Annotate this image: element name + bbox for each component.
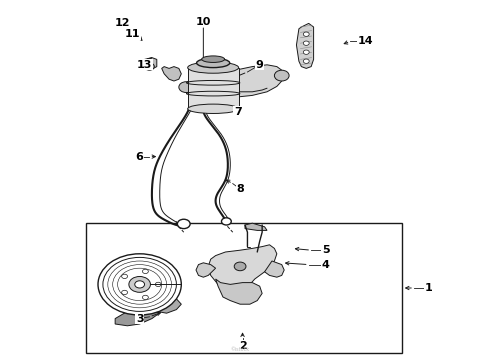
Text: 1: 1 (425, 283, 433, 293)
Circle shape (135, 281, 145, 288)
Polygon shape (196, 263, 216, 277)
Circle shape (221, 218, 231, 225)
Circle shape (177, 219, 190, 229)
Polygon shape (296, 23, 314, 68)
Ellipse shape (196, 58, 230, 68)
Text: 14: 14 (357, 36, 373, 46)
Circle shape (129, 276, 150, 292)
Circle shape (143, 269, 148, 274)
Circle shape (303, 32, 309, 36)
Bar (188, 68, 239, 109)
Text: 9: 9 (256, 60, 264, 70)
Circle shape (113, 265, 167, 304)
Text: 5: 5 (322, 245, 330, 255)
Polygon shape (115, 308, 159, 326)
Polygon shape (208, 245, 277, 292)
Text: 13: 13 (137, 60, 152, 70)
Polygon shape (162, 67, 181, 81)
Circle shape (122, 274, 127, 279)
Circle shape (303, 41, 309, 45)
Circle shape (179, 82, 194, 93)
Circle shape (145, 63, 154, 70)
Text: 10: 10 (196, 17, 211, 27)
Text: 7: 7 (234, 107, 242, 117)
Circle shape (143, 295, 148, 300)
Circle shape (274, 70, 289, 81)
Ellipse shape (202, 56, 224, 62)
Polygon shape (216, 279, 262, 304)
Ellipse shape (188, 104, 239, 113)
Text: 12: 12 (115, 18, 130, 28)
Polygon shape (245, 223, 267, 230)
Circle shape (118, 268, 162, 301)
Circle shape (303, 59, 309, 63)
Circle shape (303, 50, 309, 54)
Circle shape (108, 261, 172, 308)
Text: 6: 6 (136, 152, 144, 162)
Text: ©istock: ©istock (230, 347, 250, 352)
Circle shape (155, 282, 161, 287)
Circle shape (147, 64, 152, 69)
Text: 2: 2 (239, 341, 246, 351)
Circle shape (98, 254, 181, 315)
Ellipse shape (188, 62, 239, 73)
Polygon shape (265, 261, 284, 277)
Polygon shape (184, 65, 284, 97)
Polygon shape (140, 58, 157, 69)
Text: 11: 11 (124, 29, 140, 39)
Bar (86, 223, 402, 353)
Circle shape (122, 290, 127, 294)
Text: 4: 4 (322, 260, 330, 270)
Text: 8: 8 (236, 184, 244, 194)
Circle shape (234, 262, 246, 271)
Polygon shape (152, 297, 181, 313)
Text: 3: 3 (136, 314, 144, 324)
Circle shape (103, 257, 176, 311)
